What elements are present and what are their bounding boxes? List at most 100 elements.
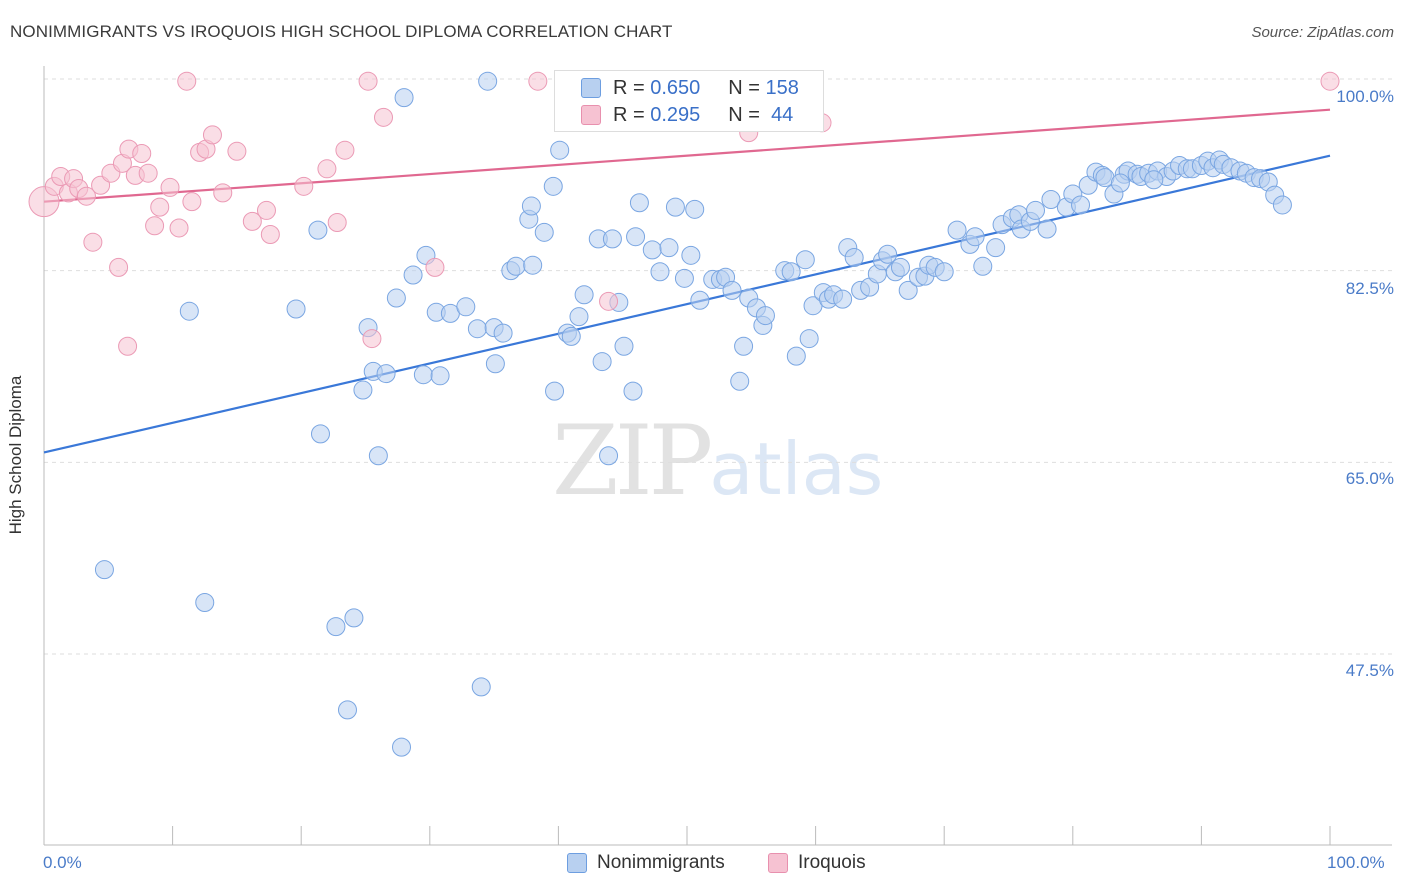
nonimmigrants-point bbox=[310, 424, 330, 444]
iroquois-point bbox=[242, 211, 262, 231]
nonimmigrants-point bbox=[376, 364, 396, 384]
legend-item-nonimmigrants[interactable]: Nonimmigrants bbox=[567, 852, 725, 874]
nonimmigrants-point bbox=[1026, 200, 1046, 220]
nonimmigrants-point bbox=[574, 285, 594, 305]
nonimmigrants-point bbox=[195, 593, 215, 613]
nonimmigrants-point bbox=[1144, 170, 1164, 190]
nonimmigrants-point bbox=[786, 346, 806, 366]
y-axis-label: High School Diploma bbox=[6, 375, 25, 535]
iroquois-point bbox=[118, 336, 138, 356]
nonimmigrants-point bbox=[521, 196, 541, 216]
iroquois-point bbox=[182, 192, 202, 212]
nonimmigrants-point bbox=[898, 280, 918, 300]
nonimmigrants-point bbox=[833, 289, 853, 309]
nonimmigrants-point bbox=[602, 229, 622, 249]
nonimmigrants-point bbox=[629, 193, 649, 213]
nonimmigrants-point bbox=[394, 88, 414, 108]
trend-line-iroquois bbox=[43, 108, 1331, 203]
source-label: Source: ZipAtlas.com bbox=[1251, 24, 1394, 41]
iroquois-point bbox=[294, 176, 314, 196]
nonimmigrants-point bbox=[623, 381, 643, 401]
nonimmigrants-point bbox=[947, 220, 967, 240]
legend-row-nonimmigrants: R = 0.650 N = 158 bbox=[581, 75, 799, 101]
nonimmigrants-point bbox=[456, 297, 476, 317]
nonimmigrants-point bbox=[534, 222, 554, 242]
nonimmigrants-point bbox=[650, 262, 670, 282]
nonimmigrants-point bbox=[659, 238, 679, 258]
iroquois-point bbox=[362, 329, 382, 349]
r-label: R = bbox=[613, 76, 645, 99]
n-value: 44 bbox=[771, 103, 794, 126]
nonimmigrants-point bbox=[493, 323, 513, 343]
nonimmigrants-point bbox=[386, 288, 406, 308]
nonimmigrants-point bbox=[506, 256, 526, 276]
iroquois-point bbox=[1320, 71, 1340, 91]
nonimmigrants-point bbox=[326, 617, 346, 637]
nonimmigrants-point bbox=[467, 319, 487, 339]
nonimmigrants-point bbox=[730, 371, 750, 391]
iroquois-point bbox=[599, 291, 619, 311]
iroquois-point bbox=[150, 197, 170, 217]
iroquois-point bbox=[177, 71, 197, 91]
nonimmigrants-point bbox=[523, 255, 543, 275]
iroquois-point bbox=[169, 218, 189, 238]
y-tick-label: 100.0% bbox=[1336, 87, 1394, 106]
nonimmigrants-point bbox=[353, 380, 373, 400]
chart-title: NONIMMIGRANTS VS IROQUOIS HIGH SCHOOL DI… bbox=[10, 22, 673, 41]
nonimmigrants-point bbox=[561, 326, 581, 346]
nonimmigrants-point bbox=[614, 336, 634, 356]
r-label: R = bbox=[613, 103, 645, 126]
nonimmigrants-point bbox=[973, 256, 993, 276]
nonimmigrants-point bbox=[690, 290, 710, 310]
stats-legend: R = 0.650 N = 158 R = 0.295 N = 44 bbox=[554, 70, 824, 132]
nonimmigrants-point bbox=[626, 227, 646, 247]
x-tick-label-max: 100.0% bbox=[1327, 853, 1385, 872]
iroquois-points bbox=[28, 71, 1340, 356]
iroquois-point bbox=[227, 141, 247, 161]
nonimmigrants-point bbox=[878, 244, 898, 264]
nonimmigrants-point bbox=[665, 197, 685, 217]
iroquois-point bbox=[160, 177, 180, 197]
iroquois-point bbox=[109, 257, 129, 277]
iroquois-point bbox=[260, 225, 280, 245]
nonimmigrants-point bbox=[734, 336, 754, 356]
y-tick-label: 82.5% bbox=[1345, 279, 1394, 298]
legend-label: Nonimmigrants bbox=[597, 852, 725, 873]
pink-swatch bbox=[768, 853, 788, 873]
nonimmigrants-point bbox=[599, 446, 619, 466]
y-tick-label: 65.0% bbox=[1345, 469, 1394, 488]
nonimmigrants-point bbox=[781, 262, 801, 282]
nonimmigrants-point bbox=[471, 677, 491, 697]
iroquois-point bbox=[213, 183, 233, 203]
nonimmigrants-point bbox=[344, 608, 364, 628]
nonimmigrants-point bbox=[403, 265, 423, 285]
iroquois-point bbox=[256, 200, 276, 220]
nonimmigrants-point bbox=[799, 329, 819, 349]
r-value: 0.295 bbox=[650, 103, 701, 126]
nonimmigrants-point bbox=[337, 700, 357, 720]
nonimmigrants-point bbox=[795, 250, 815, 270]
legend-item-iroquois[interactable]: Iroquois bbox=[768, 852, 866, 874]
nonimmigrants-point bbox=[592, 352, 612, 372]
nonimmigrants-point bbox=[986, 238, 1006, 258]
trend-lines bbox=[43, 108, 1331, 454]
nonimmigrants-point bbox=[94, 560, 114, 580]
nonimmigrants-point bbox=[681, 245, 701, 265]
nonimmigrants-point bbox=[1037, 219, 1057, 239]
nonimmigrants-point bbox=[1071, 195, 1091, 215]
iroquois-point bbox=[358, 71, 378, 91]
nonimmigrants-point bbox=[569, 307, 589, 327]
blue-swatch bbox=[567, 853, 587, 873]
iroquois-point bbox=[91, 175, 111, 195]
n-label: N = bbox=[728, 103, 760, 126]
iroquois-point bbox=[327, 212, 347, 232]
nonimmigrants-point bbox=[550, 140, 570, 160]
x-tick-label-min: 0.0% bbox=[43, 853, 82, 872]
iroquois-point bbox=[317, 159, 337, 179]
nonimmigrants-point bbox=[543, 176, 563, 196]
nonimmigrants-point bbox=[430, 366, 450, 386]
nonimmigrants-point bbox=[1041, 189, 1061, 209]
y-tick-label: 47.5% bbox=[1345, 661, 1394, 680]
iroquois-point bbox=[138, 163, 158, 183]
